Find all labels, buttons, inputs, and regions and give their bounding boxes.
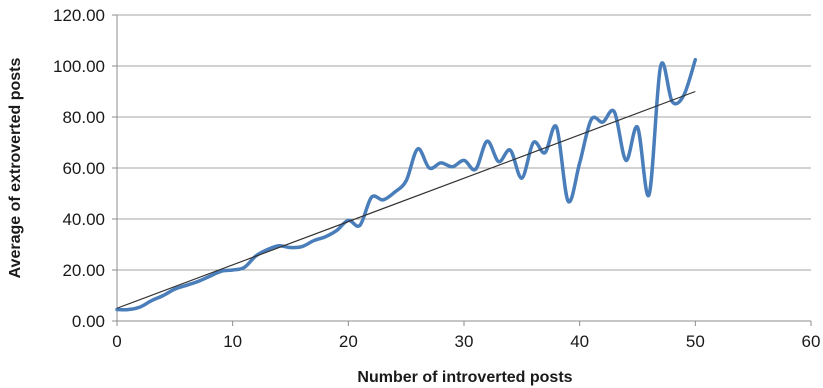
- x-tick-label: 0: [112, 332, 121, 351]
- x-tick-label: 10: [223, 332, 242, 351]
- gridlines: [117, 14, 811, 271]
- axes: [112, 14, 812, 326]
- y-tick-label: 80.00: [62, 108, 105, 127]
- x-axis-title: Number of introverted posts: [357, 369, 572, 386]
- series-layer: [115, 57, 698, 312]
- y-axis-title: Average of extroverted posts: [7, 57, 24, 278]
- x-tick-label: 20: [339, 332, 358, 351]
- y-tick-label: 20.00: [62, 261, 105, 280]
- series-line-trend: [116, 90, 696, 309]
- x-tick-label: 40: [570, 332, 589, 351]
- y-tick-label: 40.00: [62, 210, 105, 229]
- y-tick-label: 100.00: [53, 57, 105, 76]
- y-tick-label: 0.00: [72, 312, 105, 331]
- x-tick-label: 50: [686, 332, 705, 351]
- y-tick-label: 120.00: [53, 6, 105, 25]
- series-line-data: [115, 57, 698, 312]
- y-tick-label: 60.00: [62, 159, 105, 178]
- x-tick-label: 30: [455, 332, 474, 351]
- tick-labels: 0.00 20.00 40.00 60.00 80.00 100.00 120.00 0 10 2…: [53, 6, 820, 351]
- x-tick-label: 60: [802, 332, 821, 351]
